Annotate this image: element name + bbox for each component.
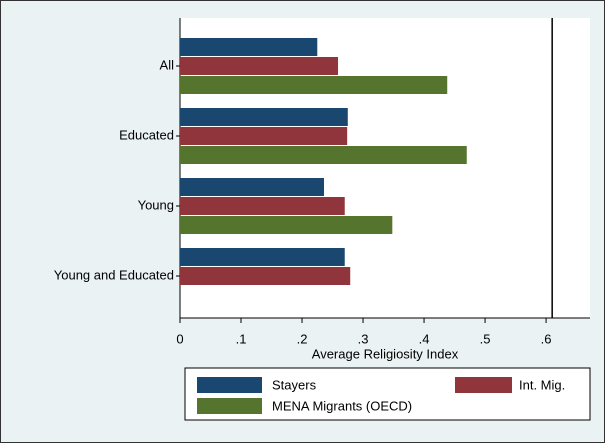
bar	[180, 127, 348, 145]
x-tick-label: .3	[358, 331, 369, 346]
x-tick-label: .1	[236, 331, 247, 346]
y-tick-label: Young	[138, 197, 174, 212]
y-tick-label: All	[160, 57, 175, 72]
x-tick-label: 0	[176, 331, 183, 346]
x-tick-label: .4	[419, 331, 430, 346]
legend-label: Int. Mig.	[519, 377, 565, 392]
bar	[180, 197, 345, 215]
legend-label: Stayers	[272, 377, 317, 392]
x-tick-label: .6	[541, 331, 552, 346]
bar	[180, 267, 351, 285]
legend-swatch	[455, 377, 512, 393]
bar	[180, 57, 339, 75]
bar	[180, 248, 345, 266]
legend-swatch	[197, 398, 262, 414]
y-tick-label: Young and Educated	[54, 267, 174, 282]
bar	[180, 216, 393, 234]
bar	[180, 76, 448, 94]
bar	[180, 146, 467, 164]
bar	[180, 108, 348, 126]
legend-swatch	[197, 377, 262, 393]
legend-label: MENA Migrants (OECD)	[272, 398, 412, 413]
x-axis-label: Average Religiosity Index	[312, 346, 459, 361]
bar	[180, 38, 318, 56]
bar	[180, 178, 324, 196]
x-tick-label: .5	[480, 331, 491, 346]
x-tick-label: .2	[297, 331, 308, 346]
y-tick-label: Educated	[119, 127, 174, 142]
